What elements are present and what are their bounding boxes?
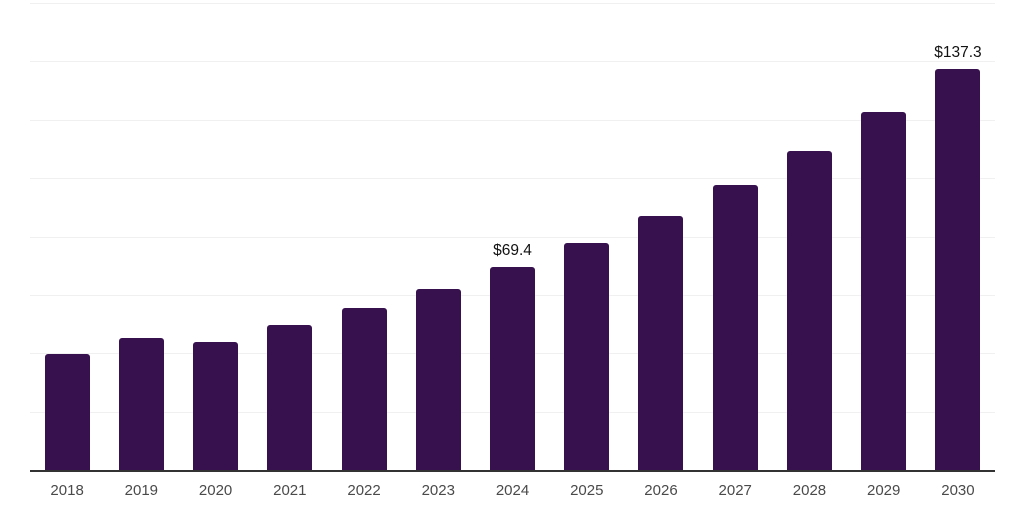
x-axis-labels: 2018 2019 2020 2021 2022 2023 2024 2025 2026 2027… [30, 481, 995, 501]
gridline-140 [30, 61, 995, 63]
x-axis-line [30, 470, 995, 472]
x-tick-label-2025: 2025 [570, 482, 604, 499]
bar-2019 [118, 338, 164, 470]
x-tick-label-2018: 2018 [50, 482, 84, 499]
bar-slot-2020 [178, 3, 252, 470]
x-tick-label-2024: 2024 [495, 482, 530, 499]
x-tick-label-2020: 2020 [198, 482, 233, 499]
bar-2029 [861, 112, 907, 470]
x-tick-label-2019: 2019 [124, 482, 159, 499]
gridline-100 [30, 178, 995, 180]
x-tick-label-2023: 2023 [421, 482, 455, 499]
bar-2024: $69.4 [490, 242, 536, 470]
bar-2028 [786, 150, 832, 470]
bar-2030: $137.3 [934, 44, 982, 470]
bar-slot-2022 [327, 3, 401, 470]
bar-2020 [193, 342, 239, 470]
bars-row: $69.4 $137.3 [30, 3, 995, 470]
x-tick-label-2028: 2028 [792, 482, 827, 499]
bar-slot-2030: $137.3 [921, 3, 995, 470]
bar-slot-2028 [772, 3, 846, 470]
x-tick-label-2021: 2021 [273, 482, 307, 499]
data-label-2030: $137.3 [934, 44, 982, 62]
bar-slot-2024: $69.4 [475, 3, 549, 470]
bar-slot-2025 [550, 3, 624, 470]
x-tick-label-2030: 2030 [941, 482, 975, 499]
bar-2027 [712, 185, 758, 470]
plot-area: $69.4 $137.3 [30, 3, 995, 472]
bar-2022 [341, 308, 387, 470]
x-tick-label-2027: 2027 [718, 482, 752, 499]
bar-slot-2029 [847, 3, 921, 470]
bar-2018 [44, 354, 90, 470]
bar-2026 [638, 215, 684, 470]
bar-slot-2018 [30, 3, 104, 470]
bar-slot-2026 [624, 3, 698, 470]
x-tick-label-2026: 2026 [644, 482, 678, 499]
bar-slot-2023 [401, 3, 475, 470]
gridline-80 [30, 236, 995, 238]
bar-slot-2027 [698, 3, 772, 470]
bar-2023 [415, 288, 461, 470]
bar-slot-2019 [104, 3, 178, 470]
bar-2025 [564, 242, 610, 470]
bar-slot-2021 [253, 3, 327, 470]
x-tick-label-2022: 2022 [347, 482, 381, 499]
bar-2021 [267, 324, 313, 470]
gridline-120 [30, 119, 995, 121]
data-label-2024: $69.4 [493, 242, 532, 260]
x-tick-label-2029: 2029 [867, 482, 901, 499]
gridline-160 [30, 3, 995, 4]
